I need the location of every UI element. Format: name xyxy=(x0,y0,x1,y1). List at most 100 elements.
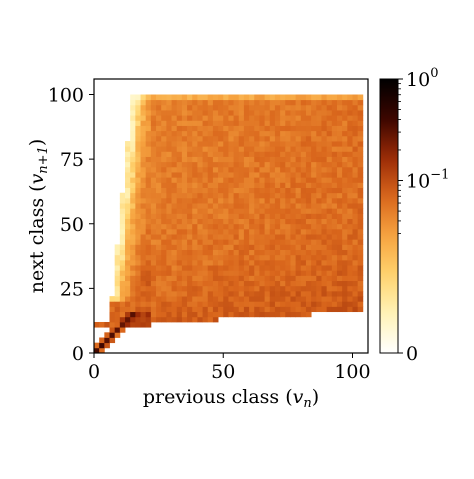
heatmap-cell xyxy=(352,94,359,101)
heatmap-cell xyxy=(166,156,172,163)
heatmap-cell xyxy=(176,208,183,214)
heatmap-cell xyxy=(228,259,234,266)
heatmap-cell xyxy=(233,161,240,168)
heatmap-cell xyxy=(125,192,131,199)
heatmap-cell xyxy=(114,301,121,307)
heatmap-cell xyxy=(218,197,224,204)
heatmap-cell xyxy=(342,94,348,101)
heatmap-cell xyxy=(161,141,167,147)
heatmap-cell xyxy=(228,301,234,307)
heatmap-cell xyxy=(347,218,353,225)
heatmap-cell xyxy=(140,213,147,219)
heatmap-cell xyxy=(171,218,178,225)
heatmap-cell xyxy=(331,208,338,214)
heatmap-cell xyxy=(249,161,255,168)
heatmap-cell xyxy=(274,104,281,111)
heatmap-cell xyxy=(135,120,141,126)
heatmap-cell xyxy=(259,218,265,225)
heatmap-cell xyxy=(295,104,302,111)
heatmap-cell xyxy=(166,218,172,225)
heatmap-cell xyxy=(150,270,157,276)
heatmap-cell xyxy=(233,301,240,307)
heatmap-cell xyxy=(326,187,333,194)
heatmap-cell xyxy=(300,280,307,287)
heatmap-cell xyxy=(295,223,302,230)
heatmap-cell xyxy=(135,177,141,183)
heatmap-cell xyxy=(295,187,302,194)
heatmap-cell xyxy=(212,208,219,214)
heatmap-cell xyxy=(99,347,105,353)
heatmap-cell xyxy=(285,172,291,178)
heatmap-cell xyxy=(187,99,193,106)
heatmap-cell xyxy=(130,104,136,111)
heatmap-cell xyxy=(300,301,307,307)
heatmap-cell xyxy=(150,249,157,256)
colorbar-tick-label: 0 xyxy=(406,343,418,365)
heatmap-cell xyxy=(274,285,281,292)
heatmap-cell xyxy=(352,125,359,132)
heatmap-cell xyxy=(135,182,141,188)
heatmap-cell xyxy=(321,259,328,266)
heatmap-cell xyxy=(342,296,348,302)
heatmap-cell xyxy=(125,316,131,323)
heatmap-cell xyxy=(197,104,203,111)
heatmap-cell xyxy=(331,213,338,219)
heatmap-cell xyxy=(285,259,291,266)
heatmap-cell xyxy=(166,146,172,152)
heatmap-cell xyxy=(264,156,271,163)
heatmap-cell xyxy=(223,213,229,219)
heatmap-cell xyxy=(300,177,307,183)
heatmap-cell xyxy=(192,275,198,282)
heatmap-cell xyxy=(187,296,193,302)
heatmap-cell xyxy=(130,218,136,225)
heatmap-cell xyxy=(109,311,116,318)
heatmap-cell xyxy=(331,182,338,188)
heatmap-cell xyxy=(161,110,167,116)
heatmap-cell xyxy=(331,249,338,256)
heatmap-cell xyxy=(176,130,183,137)
heatmap-cell xyxy=(130,203,136,209)
heatmap-cell xyxy=(135,99,141,106)
heatmap-cell xyxy=(336,280,343,287)
y-axis-label: next class (vn+1) xyxy=(26,139,51,294)
heatmap-cell xyxy=(254,110,260,116)
heatmap-cell xyxy=(223,218,229,225)
heatmap-cell xyxy=(238,265,245,271)
heatmap-cell xyxy=(218,151,224,157)
heatmap-cell xyxy=(171,285,178,292)
heatmap-cell xyxy=(311,104,317,111)
heatmap-cell xyxy=(156,125,162,132)
heatmap-cell xyxy=(269,120,276,126)
heatmap-cell xyxy=(243,110,250,116)
heatmap-cell xyxy=(150,197,157,204)
heatmap-cell xyxy=(305,203,312,209)
heatmap-cell xyxy=(166,311,172,318)
heatmap-cell xyxy=(290,249,297,256)
heatmap-cell xyxy=(264,94,271,101)
heatmap-cell xyxy=(269,275,276,282)
heatmap-cell xyxy=(197,228,203,235)
heatmap-cell xyxy=(305,239,312,245)
heatmap-cell xyxy=(295,244,302,250)
heatmap-cell xyxy=(305,285,312,292)
heatmap-cell xyxy=(187,203,193,209)
heatmap-cell xyxy=(171,249,178,256)
heatmap-cell xyxy=(311,110,317,116)
heatmap-cell xyxy=(249,306,255,313)
heatmap-cell xyxy=(218,187,224,194)
heatmap-cell xyxy=(305,223,312,230)
heatmap-cell xyxy=(228,146,234,152)
heatmap-cell xyxy=(285,244,291,250)
heatmap-cell xyxy=(233,120,240,126)
heatmap-cell xyxy=(336,213,343,219)
heatmap-cell xyxy=(331,177,338,183)
heatmap-cell xyxy=(166,275,172,282)
heatmap-cell xyxy=(357,161,364,168)
heatmap-cell xyxy=(316,115,322,121)
heatmap-cell xyxy=(259,120,265,126)
heatmap-cell xyxy=(187,177,193,183)
heatmap-cell xyxy=(140,146,147,152)
heatmap-cell xyxy=(166,285,172,292)
heatmap-cell xyxy=(135,135,141,142)
